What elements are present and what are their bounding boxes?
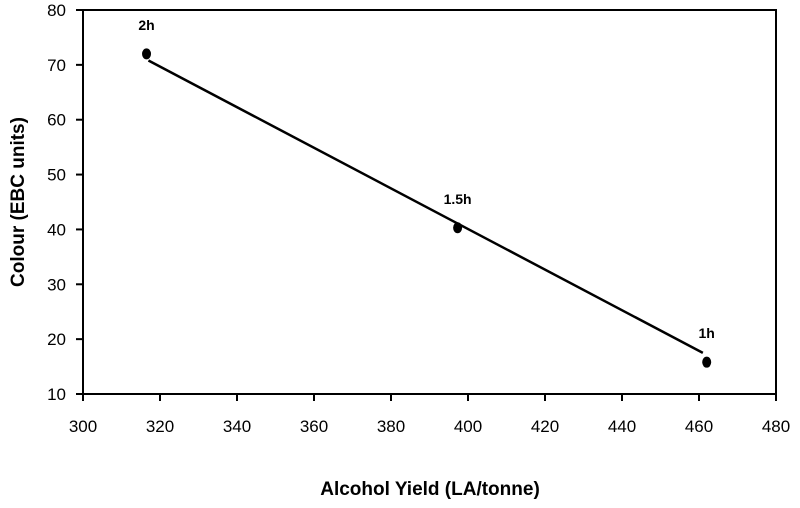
x-tick-label: 300 xyxy=(69,417,97,436)
trend-line xyxy=(147,59,704,354)
data-point xyxy=(702,356,712,368)
data-point xyxy=(142,48,152,60)
data-label: 1.5h xyxy=(444,191,472,207)
x-tick-label: 420 xyxy=(531,417,559,436)
x-tick-label: 380 xyxy=(377,417,405,436)
data-points: 2h 1.5h 1h xyxy=(138,17,715,368)
y-tick-label: 80 xyxy=(47,1,66,20)
x-tick-label: 360 xyxy=(300,417,328,436)
data-label: 2h xyxy=(138,17,154,33)
x-tick-label: 460 xyxy=(685,417,713,436)
y-tick-label: 20 xyxy=(47,330,66,349)
data-point xyxy=(453,222,463,234)
data-label: 1h xyxy=(699,325,715,341)
y-tick-label: 10 xyxy=(47,385,66,404)
x-tick-label: 340 xyxy=(223,417,251,436)
x-tick-label: 320 xyxy=(146,417,174,436)
y-tick-label: 50 xyxy=(47,166,66,185)
x-axis-ticks: 300 320 340 360 380 400 420 440 460 480 xyxy=(69,394,790,436)
x-tick-label: 400 xyxy=(454,417,482,436)
y-tick-label: 30 xyxy=(47,275,66,294)
x-tick-label: 440 xyxy=(608,417,636,436)
y-tick-label: 70 xyxy=(47,56,66,75)
y-tick-label: 60 xyxy=(47,111,66,130)
x-axis-title: Alcohol Yield (LA/tonne) xyxy=(320,479,540,500)
y-axis-title: Colour (EBC units) xyxy=(8,117,29,287)
y-tick-label: 40 xyxy=(47,220,66,239)
y-axis-ticks: 10 20 30 40 50 60 70 80 xyxy=(47,1,83,404)
plot-frame xyxy=(82,9,777,395)
x-tick-label: 480 xyxy=(762,417,790,436)
